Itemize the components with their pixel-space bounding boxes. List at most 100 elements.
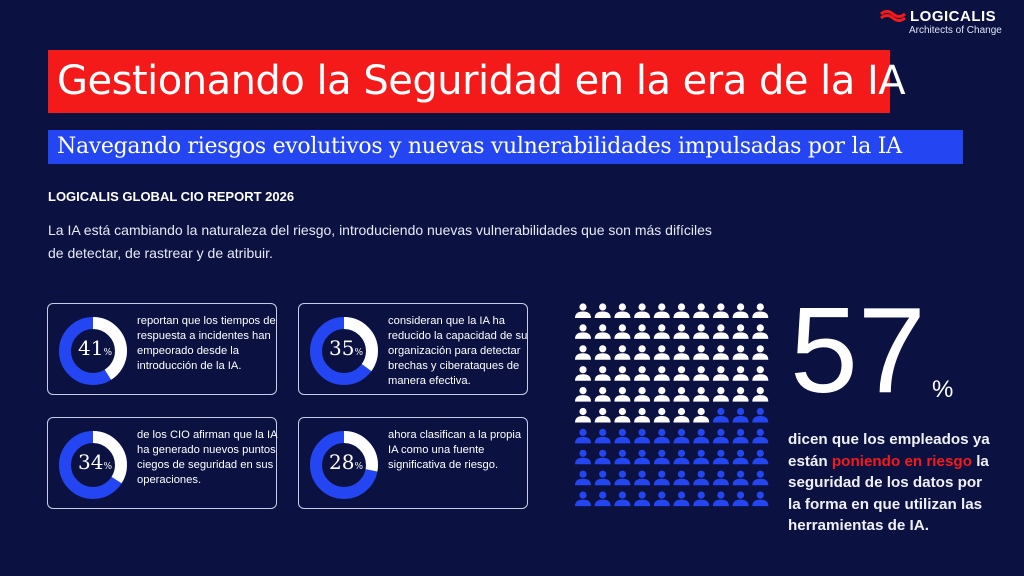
report-label: LOGICALIS GLOBAL CIO REPORT 2026 xyxy=(48,189,295,204)
person-icon xyxy=(653,407,670,423)
person-icon xyxy=(575,449,591,465)
person-icon xyxy=(732,366,749,381)
person-icon xyxy=(653,449,670,465)
highlight-text: dicen que los empleados ya están poniend… xyxy=(788,431,990,534)
person-icon xyxy=(752,387,769,402)
stat-text: consideran que la IA ha reducido la capa… xyxy=(388,315,528,387)
stat-card: 41% reportan que los tiempos de respuest… xyxy=(47,303,277,395)
highlight-value: 57 xyxy=(790,282,926,418)
person-icon xyxy=(693,303,710,318)
person-icon xyxy=(575,407,591,423)
person-icon xyxy=(634,387,651,402)
person-icon xyxy=(732,428,749,444)
person-icon xyxy=(732,491,749,507)
person-icon xyxy=(614,387,631,402)
person-icon xyxy=(653,470,670,486)
logo-wave-icon xyxy=(880,10,906,22)
donut-value-arc xyxy=(59,431,127,499)
person-icon xyxy=(653,428,670,444)
person-icon xyxy=(693,449,710,465)
person-icon xyxy=(634,303,651,318)
person-icon xyxy=(732,387,749,402)
person-icon xyxy=(693,407,710,423)
person-icon xyxy=(712,303,729,318)
person-icon xyxy=(594,345,611,360)
person-icon xyxy=(712,428,729,444)
person-icon xyxy=(575,470,591,486)
person-icon xyxy=(693,345,710,360)
person-icon xyxy=(673,491,690,507)
person-icon xyxy=(634,407,651,423)
person-icon xyxy=(634,366,651,381)
person-icon xyxy=(712,387,729,402)
person-icon xyxy=(693,324,710,339)
logo-name: LOGICALIS xyxy=(910,8,997,25)
highlight-red-text: poniendo en riesgo xyxy=(831,452,972,470)
person-icon xyxy=(575,366,591,381)
stat-text: reportan que los tiempos de respuesta a … xyxy=(137,315,276,372)
person-icon xyxy=(575,387,591,402)
person-icon xyxy=(594,407,611,423)
logo-tagline: Architects of Change xyxy=(909,25,1002,36)
person-icon xyxy=(752,449,769,465)
person-icon xyxy=(712,324,729,339)
person-icon xyxy=(594,449,611,465)
person-icon xyxy=(653,345,670,360)
person-icon xyxy=(693,366,710,381)
person-icon xyxy=(712,470,729,486)
person-icon xyxy=(594,387,611,402)
person-icon xyxy=(752,407,769,423)
stat-value: 35% xyxy=(328,336,363,360)
person-icon xyxy=(594,428,611,444)
person-icon xyxy=(653,324,670,339)
person-icon xyxy=(575,491,591,507)
person-icon xyxy=(752,428,769,444)
person-icon xyxy=(594,491,611,507)
donut-value-arc xyxy=(310,317,378,385)
person-icon xyxy=(634,428,651,444)
person-icon xyxy=(634,449,651,465)
person-icon xyxy=(614,428,631,444)
person-icon xyxy=(634,470,651,486)
stat-text: de los CIO afirman que la IA ha generado… xyxy=(137,429,277,486)
donut-value-arc xyxy=(59,317,127,385)
person-icon xyxy=(752,491,769,507)
person-icon xyxy=(594,324,611,339)
person-icon xyxy=(575,428,591,444)
person-icon xyxy=(614,470,631,486)
person-icon xyxy=(673,407,690,423)
donut-value-arc xyxy=(310,431,378,499)
person-icon xyxy=(693,387,710,402)
person-icon xyxy=(673,449,690,465)
page-title: Gestionando la Seguridad en la era de la… xyxy=(48,50,906,113)
person-icon xyxy=(732,407,749,423)
stat-value: 28% xyxy=(328,450,363,474)
person-icon xyxy=(712,449,729,465)
person-icon xyxy=(693,428,710,444)
person-icon xyxy=(732,470,749,486)
person-icon xyxy=(752,324,769,339)
person-icon xyxy=(575,324,591,339)
stat-card: 34% de los CIO afirman que la IA ha gene… xyxy=(47,417,277,509)
person-icon xyxy=(752,345,769,360)
person-icon xyxy=(693,470,710,486)
person-icon xyxy=(673,470,690,486)
person-icon xyxy=(712,491,729,507)
person-icon xyxy=(594,470,611,486)
stat-value: 34% xyxy=(77,450,112,474)
person-icon xyxy=(673,303,690,318)
donut-chart xyxy=(59,431,127,499)
person-icon xyxy=(693,491,710,507)
person-icon xyxy=(634,324,651,339)
person-icon xyxy=(614,407,631,423)
donut-chart xyxy=(310,431,378,499)
person-icon xyxy=(752,366,769,381)
person-icon xyxy=(653,366,670,381)
person-icon xyxy=(614,491,631,507)
person-icon xyxy=(594,366,611,381)
person-icon xyxy=(673,387,690,402)
person-icon xyxy=(594,303,611,318)
stat-card: 28% ahora clasifican a la propia IA como… xyxy=(298,417,528,509)
intro-text: La IA está cambiando la naturaleza del r… xyxy=(48,222,712,261)
person-icon xyxy=(634,345,651,360)
